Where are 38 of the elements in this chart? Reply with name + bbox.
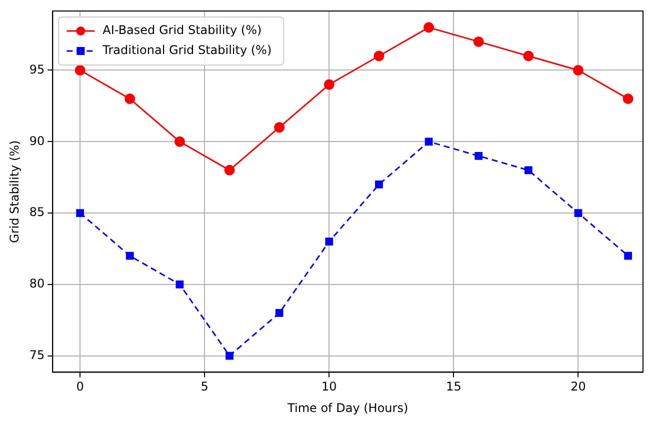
point: [375, 180, 383, 188]
point: [226, 352, 234, 360]
point: [74, 65, 86, 76]
point: [424, 22, 434, 33]
point: [424, 138, 433, 146]
x-tick-label: 10: [322, 380, 337, 394]
point: [473, 36, 484, 47]
point: [275, 309, 284, 317]
point: [374, 50, 384, 62]
y-tick-label: 90: [29, 134, 45, 148]
point: [124, 94, 136, 104]
y-tick-label: 85: [29, 205, 45, 220]
point: [176, 280, 184, 288]
point: [224, 164, 235, 176]
x-tick-label: 5: [200, 380, 208, 394]
x-tick-label: 20: [570, 380, 586, 394]
point: [624, 252, 632, 260]
y-axis-title: Grid Stability (%): [7, 140, 22, 243]
point: [126, 252, 134, 260]
y-tick-label: 75: [29, 348, 45, 362]
point: [622, 94, 634, 104]
legend-label: Traditional Grid Stability (%): [102, 43, 272, 58]
legend-label: AI-Based Grid Stability (%): [102, 23, 262, 38]
x-axis-title: Time of Day (Hours): [286, 400, 408, 415]
point: [524, 166, 532, 174]
x-tick-label: 15: [446, 380, 462, 394]
point: [474, 152, 483, 160]
point: [574, 209, 582, 217]
point: [325, 238, 334, 246]
point: [76, 209, 84, 217]
point: [274, 122, 285, 133]
point: [174, 136, 185, 147]
y-tick-label: 95: [29, 62, 45, 76]
x-tick-label: 0: [76, 380, 84, 394]
point: [523, 50, 534, 62]
point: [324, 79, 334, 90]
y-tick-label: 80: [29, 276, 45, 291]
point: [572, 65, 584, 76]
